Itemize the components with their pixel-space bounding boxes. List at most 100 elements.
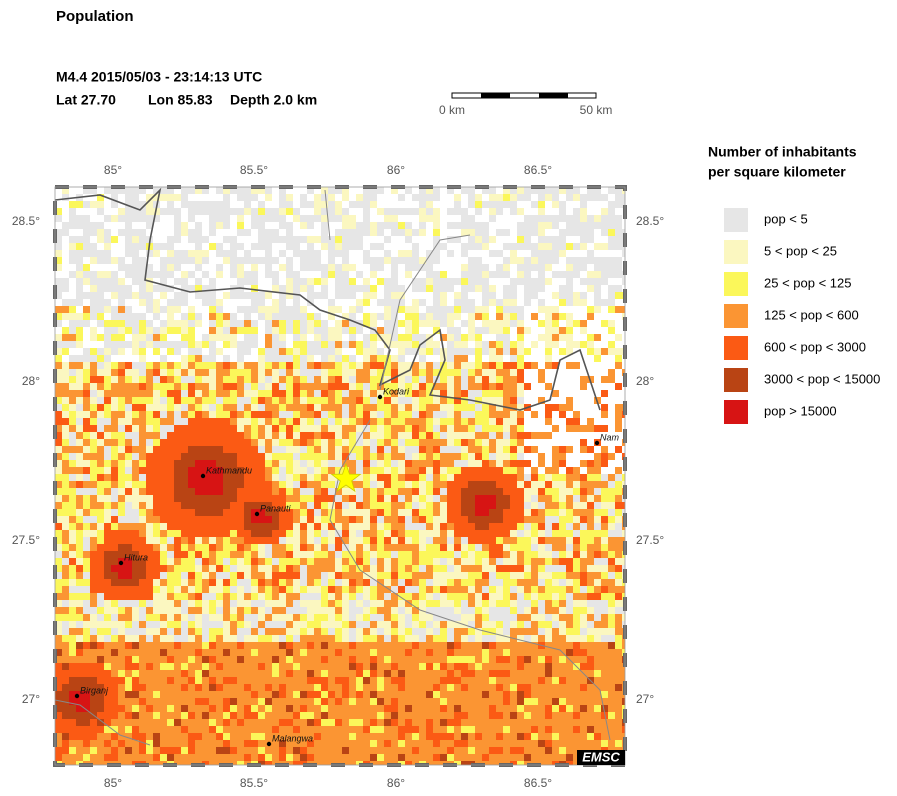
population-cell xyxy=(545,579,552,586)
population-cell xyxy=(125,579,132,586)
population-cell xyxy=(230,369,237,376)
population-cell xyxy=(244,453,251,460)
population-cell xyxy=(279,334,286,341)
population-cell xyxy=(69,250,76,257)
population-cell xyxy=(216,439,223,446)
population-cell xyxy=(363,649,370,656)
population-cell xyxy=(174,215,181,222)
population-cell xyxy=(475,635,482,642)
population-cell xyxy=(496,614,503,621)
population-cell xyxy=(405,334,412,341)
population-cell xyxy=(580,208,587,215)
population-cell xyxy=(335,565,342,572)
population-cell xyxy=(300,544,307,551)
population-cell xyxy=(447,481,454,488)
population-cell xyxy=(454,502,461,509)
population-cell xyxy=(195,607,202,614)
population-cell xyxy=(398,194,405,201)
population-cell xyxy=(195,313,202,320)
population-cell xyxy=(118,383,125,390)
population-cell xyxy=(594,523,601,530)
population-cell xyxy=(538,299,545,306)
population-cell xyxy=(510,299,517,306)
population-cell xyxy=(461,334,468,341)
population-cell xyxy=(468,425,475,432)
population-cell xyxy=(55,481,62,488)
population-cell xyxy=(524,243,531,250)
population-cell xyxy=(132,369,139,376)
population-cell xyxy=(524,656,531,663)
population-cell xyxy=(125,544,132,551)
population-cell xyxy=(384,215,391,222)
population-cell xyxy=(251,257,258,264)
population-cell xyxy=(349,215,356,222)
population-cell xyxy=(580,376,587,383)
population-cell xyxy=(167,551,174,558)
population-cell xyxy=(615,292,622,299)
population-cell xyxy=(433,614,440,621)
population-cell xyxy=(132,460,139,467)
population-cell xyxy=(321,243,328,250)
population-cell xyxy=(69,327,76,334)
population-cell xyxy=(608,327,615,334)
population-cell xyxy=(433,341,440,348)
population-cell xyxy=(83,411,90,418)
population-cell xyxy=(475,201,482,208)
population-cell xyxy=(118,425,125,432)
population-cell xyxy=(153,285,160,292)
population-cell xyxy=(419,334,426,341)
population-cell xyxy=(272,621,279,628)
population-cell xyxy=(300,355,307,362)
population-cell xyxy=(118,656,125,663)
population-cell xyxy=(391,607,398,614)
population-cell xyxy=(510,383,517,390)
population-cell xyxy=(531,607,538,614)
population-cell xyxy=(405,551,412,558)
population-cell xyxy=(517,656,524,663)
population-cell xyxy=(412,509,419,516)
population-cell xyxy=(377,453,384,460)
population-cell xyxy=(601,502,608,509)
population-cell xyxy=(55,285,62,292)
population-cell xyxy=(398,628,405,635)
population-cell xyxy=(580,229,587,236)
population-cell xyxy=(524,670,531,677)
population-cell xyxy=(426,411,433,418)
population-cell xyxy=(209,397,216,404)
population-cell xyxy=(419,495,426,502)
population-cell xyxy=(125,670,132,677)
population-cell xyxy=(230,446,237,453)
population-cell xyxy=(139,635,146,642)
population-cell xyxy=(202,565,209,572)
population-cell xyxy=(468,593,475,600)
population-cell xyxy=(391,474,398,481)
population-cell xyxy=(153,614,160,621)
population-cell xyxy=(104,187,111,194)
population-cell xyxy=(461,285,468,292)
population-cell xyxy=(328,502,335,509)
population-cell xyxy=(363,558,370,565)
population-cell xyxy=(419,621,426,628)
population-cell xyxy=(349,656,356,663)
population-cell xyxy=(356,516,363,523)
population-cell xyxy=(272,432,279,439)
population-cell xyxy=(181,495,188,502)
population-cell xyxy=(587,495,594,502)
population-cell xyxy=(517,572,524,579)
population-cell xyxy=(615,215,622,222)
population-cell xyxy=(349,551,356,558)
population-cell xyxy=(111,236,118,243)
population-cell xyxy=(286,656,293,663)
population-cell xyxy=(321,453,328,460)
population-cell xyxy=(223,418,230,425)
population-cell xyxy=(62,467,69,474)
population-cell xyxy=(482,404,489,411)
population-cell xyxy=(132,292,139,299)
population-cell xyxy=(146,285,153,292)
population-cell xyxy=(573,600,580,607)
population-cell xyxy=(447,614,454,621)
population-cell xyxy=(209,537,216,544)
population-cell xyxy=(377,516,384,523)
population-cell xyxy=(139,390,146,397)
population-cell xyxy=(195,411,202,418)
